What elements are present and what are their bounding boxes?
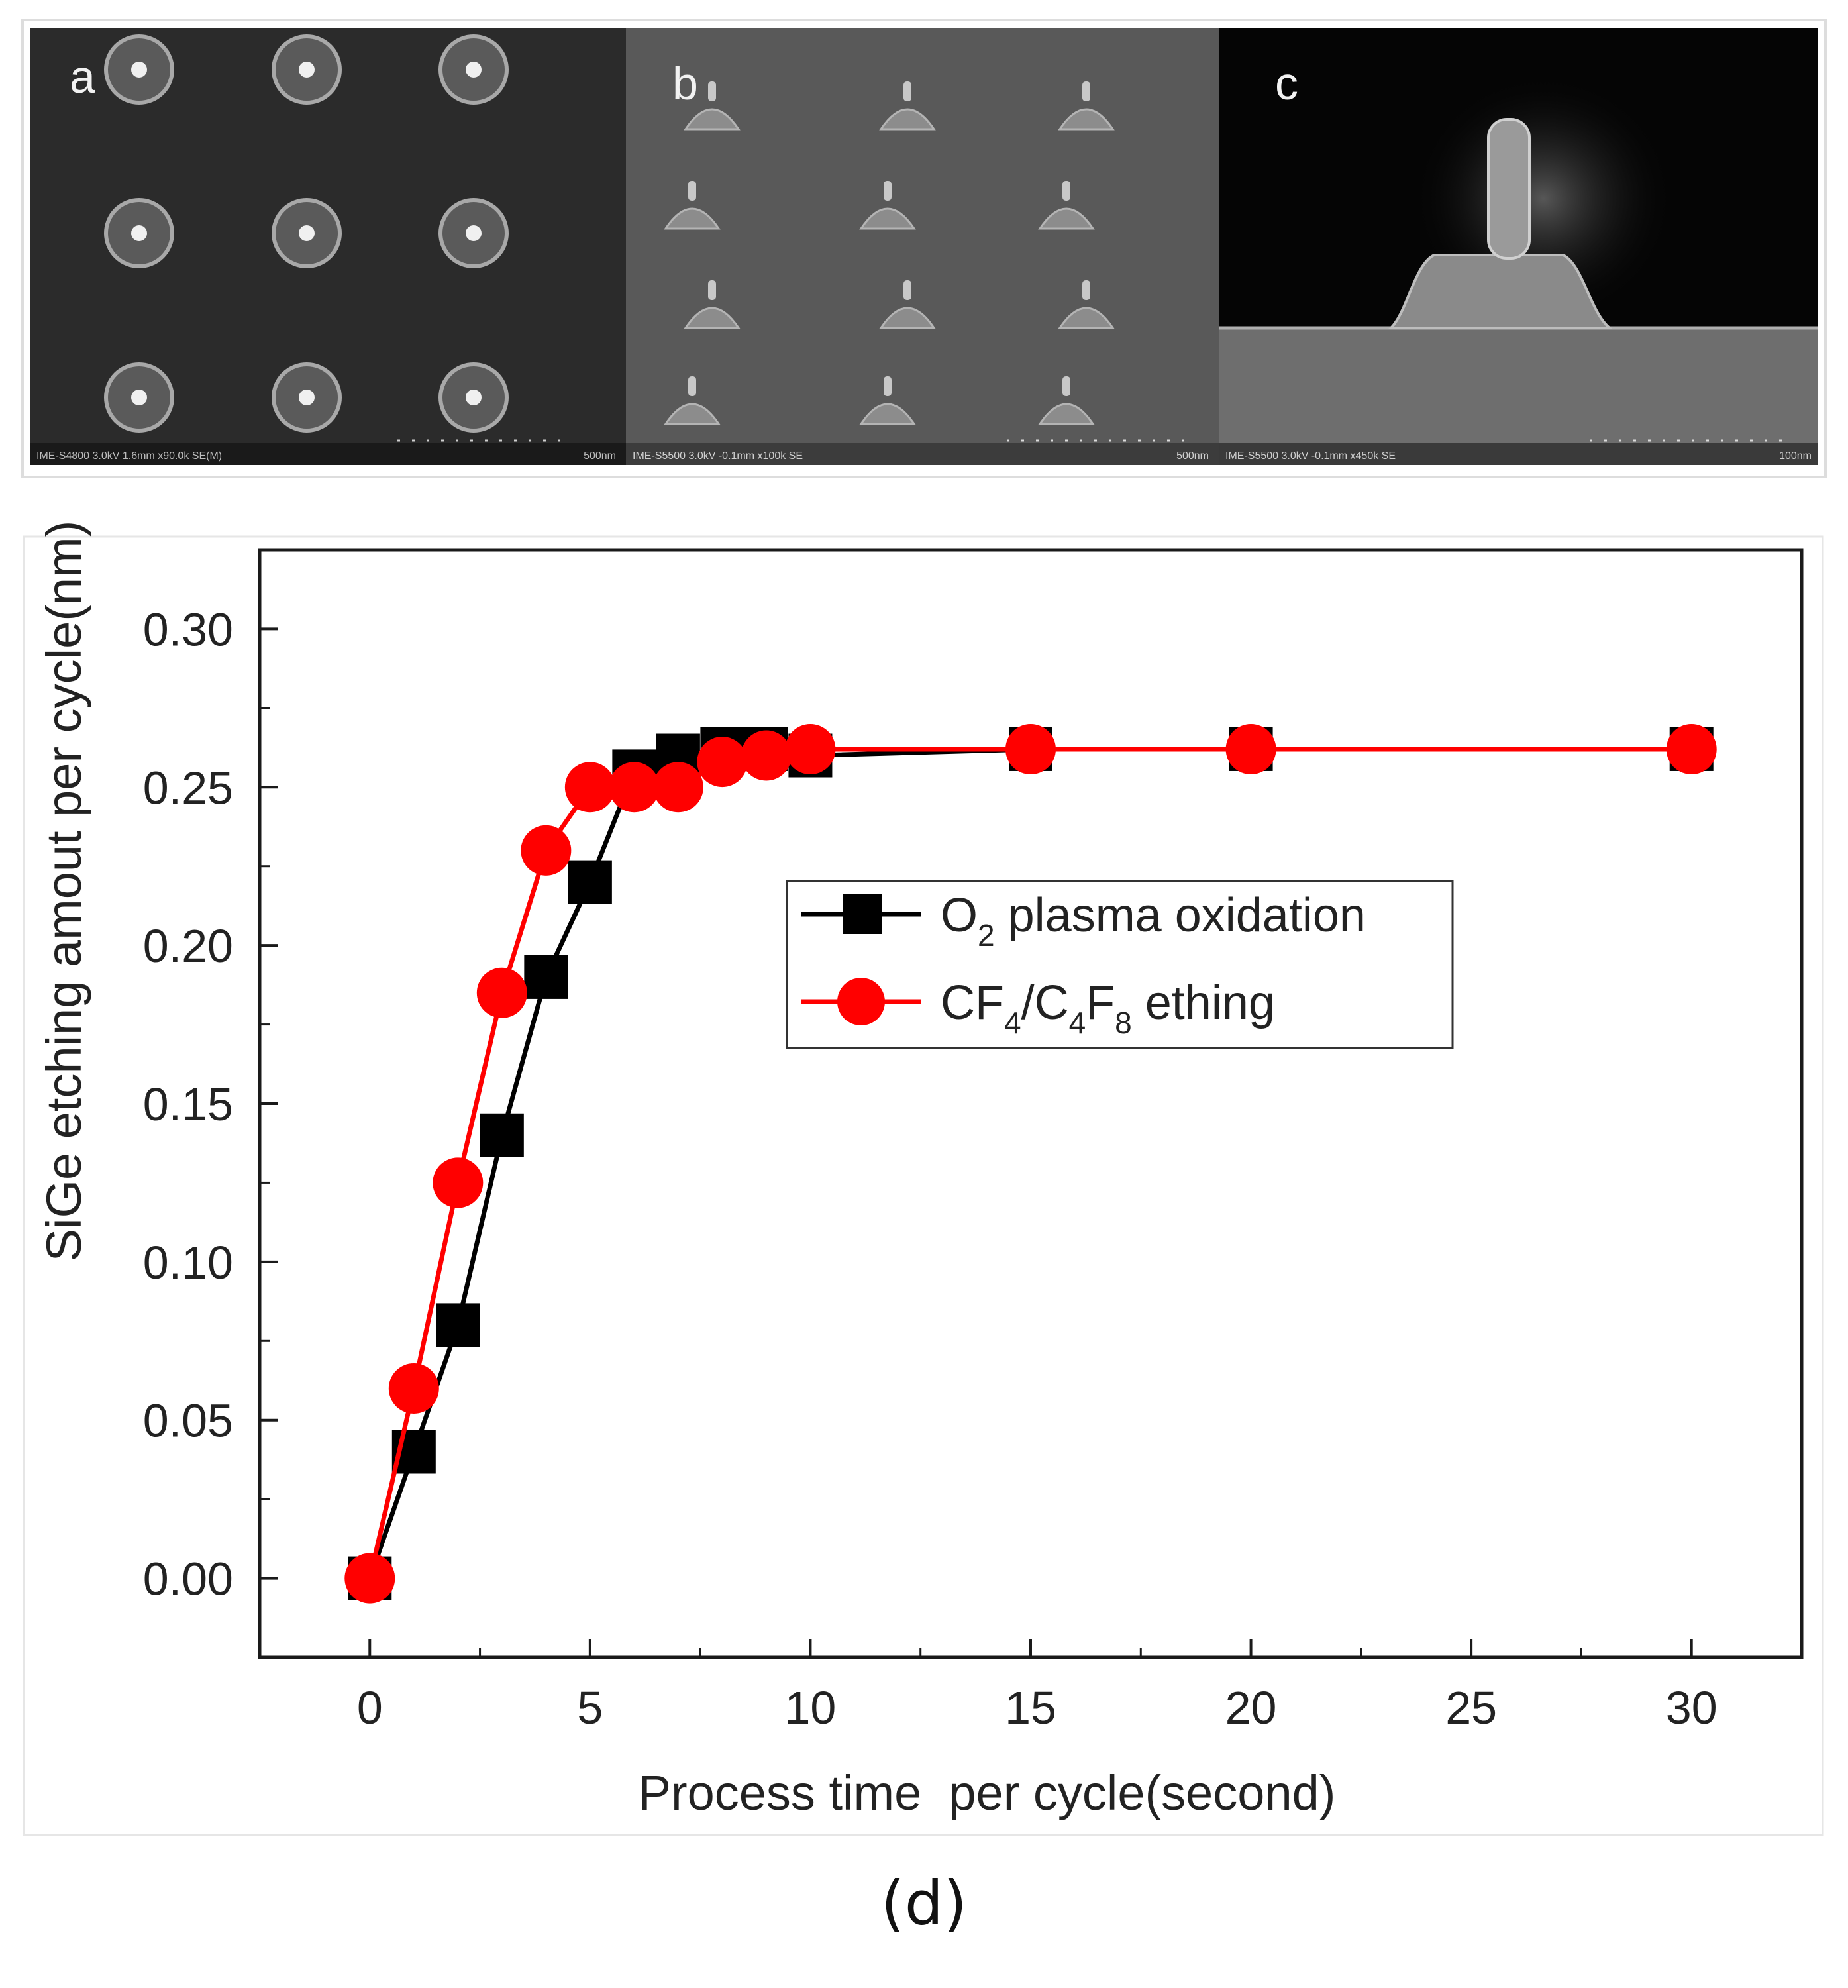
series-cf4-c4f8-etching [344, 723, 1717, 1604]
sem-a-pillar [104, 34, 174, 105]
data-point-circle [652, 762, 703, 813]
legend-entry-cf4: CF4/C4F8 ething [801, 976, 1275, 1040]
legend-o2-marker [843, 894, 882, 934]
legend-cf4-rest: ething [1132, 976, 1275, 1029]
x-tick-label: 5 [577, 1682, 603, 1734]
legend-cf4-marker [837, 978, 885, 1025]
sem-panel-a-scale: 500nm [584, 450, 616, 462]
sem-b-pillar [879, 81, 936, 131]
x-tick-label: 20 [1225, 1682, 1277, 1734]
sem-b-pillar [879, 280, 936, 329]
data-point-circle [521, 825, 572, 876]
etching-chart: 0.00 0.05 0.10 0.15 0.20 0.25 0.30 0 5 10 15 20 25 30… [23, 521, 1824, 1836]
legend-o2-text: O2 plasma oxidation [941, 889, 1366, 953]
panel-caption: (d) [880, 1868, 968, 1939]
y-tick-label: 0.05 [143, 1395, 233, 1447]
sem-b-pillar [859, 181, 916, 230]
sem-panel-b: b IME-S5500 3.0kV -0.1mm x100k SE 500nm [626, 28, 1219, 465]
sem-panel-a: a IME-S4800 3.0kV 1.6mm x90.0k SE(M) 500… [30, 28, 626, 465]
x-tick-label: 10 [784, 1682, 836, 1734]
data-point-circle [344, 1553, 395, 1604]
legend-cf4-sub3: 8 [1115, 1006, 1132, 1040]
sem-b-pillar [1058, 280, 1115, 329]
sem-panel-b-footer: IME-S5500 3.0kV -0.1mm x100k SE [633, 450, 803, 462]
sem-b-pillar [684, 280, 741, 329]
sem-panel-b-pillars [664, 81, 1115, 425]
x-tick-label: 0 [357, 1682, 383, 1734]
sem-panel-c-pillar-stem [1487, 118, 1531, 260]
data-point-square [524, 955, 568, 999]
legend-cf4-sub2: 4 [1069, 1006, 1086, 1040]
data-point-circle [564, 762, 615, 813]
x-tick-label: 15 [1005, 1682, 1056, 1734]
legend-o2-rest: plasma oxidation [995, 889, 1366, 942]
x-tick-label: 30 [1666, 1682, 1718, 1734]
y-tick-label: 0.20 [143, 920, 233, 972]
sem-a-pillar [104, 362, 174, 433]
data-point-square [480, 1113, 524, 1157]
data-point-square [568, 860, 612, 904]
legend-cf4-part2: /C [1021, 976, 1069, 1029]
sem-b-pillar [1058, 81, 1115, 131]
data-point-circle [388, 1363, 439, 1414]
data-point-square [436, 1303, 480, 1347]
y-axis-label: SiGe etching amout per cycle(nm) [36, 521, 91, 1262]
data-point-circle [1005, 723, 1056, 774]
legend-o2-sub: 2 [978, 918, 995, 953]
data-point-circle [1225, 723, 1276, 774]
sem-panel-a-pillars [104, 34, 509, 433]
legend-cf4-part3: F [1086, 976, 1115, 1029]
data-point-circle [476, 967, 527, 1018]
sem-b-pillar [684, 81, 741, 131]
y-tick-label: 0.15 [143, 1078, 233, 1130]
y-tick-label: 0.25 [143, 762, 233, 813]
data-point-circle [697, 737, 748, 788]
sem-a-pillar [438, 362, 509, 433]
series-layer [344, 723, 1717, 1604]
y-tick-label: 0.10 [143, 1237, 233, 1288]
y-tick-label: 0.00 [143, 1553, 233, 1605]
sem-b-pillar [664, 376, 721, 425]
sem-panel-c-pillar-base [1388, 254, 1614, 329]
data-point-circle [1666, 723, 1717, 774]
sem-panel-a-footer: IME-S4800 3.0kV 1.6mm x90.0k SE(M) [36, 450, 222, 462]
sem-b-pillar [1038, 376, 1095, 425]
legend-entry-o2: O2 plasma oxidation [801, 889, 1366, 953]
data-point-circle [741, 730, 792, 781]
sem-a-pillar [272, 362, 342, 433]
y-tick-label: 0.30 [143, 603, 233, 655]
sem-a-pillar [272, 198, 342, 268]
axes-layer: 0.00 0.05 0.10 0.15 0.20 0.25 0.30 0 5 10 15 20 25 30 [143, 603, 1718, 1734]
sem-b-pillar [1038, 181, 1095, 230]
x-axis-label: Process time per cycle(second) [639, 1765, 1336, 1820]
legend-box [786, 880, 1454, 1049]
data-point-circle [785, 723, 836, 774]
legend-cf4-sub1: 4 [1004, 1006, 1021, 1040]
sem-panel-c-scale: 100nm [1779, 450, 1812, 462]
legend-cf4-text: CF4/C4F8 ething [941, 976, 1275, 1040]
data-point-circle [433, 1157, 484, 1208]
legend: O2 plasma oxidation CF4/C4F8 ething [786, 880, 1454, 1049]
sem-panel-c: c IME-S5500 3.0kV -0.1mm x450k SE 100nm [1219, 28, 1818, 465]
sem-a-pillar [438, 34, 509, 105]
sem-panel-a-label: a [70, 51, 95, 103]
sem-a-pillar [104, 198, 174, 268]
sem-panel-b-label: b [672, 58, 698, 109]
sem-panel-c-footer: IME-S5500 3.0kV -0.1mm x450k SE [1225, 450, 1396, 462]
data-point-circle [609, 762, 660, 813]
legend-cf4-part1: CF [941, 976, 1004, 1029]
sem-image-strip: a IME-S4800 3.0kV 1.6mm x90.0k SE(M) 500… [21, 19, 1827, 478]
sem-panel-c-label: c [1275, 58, 1298, 109]
sem-b-pillar [664, 181, 721, 230]
legend-o2-main: O [941, 889, 978, 942]
sem-a-pillar [438, 198, 509, 268]
x-tick-label: 25 [1445, 1682, 1497, 1734]
plot-area [258, 548, 1804, 1659]
sem-b-pillar [859, 376, 916, 425]
sem-a-pillar [272, 34, 342, 105]
sem-panel-b-scale: 500nm [1176, 450, 1209, 462]
